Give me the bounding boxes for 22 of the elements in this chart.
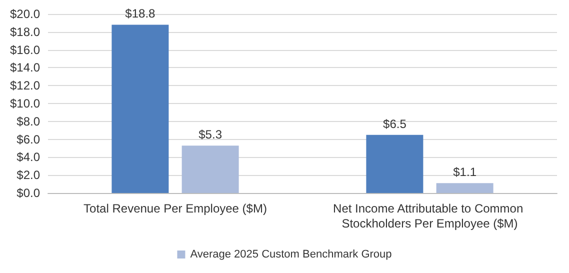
y-tick-label: $10.0	[10, 96, 40, 110]
y-tick-label: $12.0	[10, 78, 40, 93]
y-tick-label: $2.0	[16, 168, 40, 182]
data-label: $1.1	[453, 165, 477, 180]
y-tick-label: $8.0	[16, 114, 40, 128]
y-tick-label: $20.0	[10, 7, 40, 21]
y-tick-label: $4.0	[16, 150, 40, 164]
bar	[366, 134, 424, 193]
data-label: $5.3	[198, 128, 222, 142]
y-tick-label: $6.0	[16, 132, 40, 146]
x-tick-label: Total Revenue Per Employee ($M)	[84, 202, 267, 216]
y-tick-label: $16.0	[10, 42, 40, 57]
y-tick-label: $14.0	[10, 60, 40, 75]
bar	[436, 183, 494, 193]
bar	[112, 24, 169, 193]
data-label: $6.5	[383, 116, 407, 131]
legend-label: Average 2025 Custom Benchmark Group	[190, 248, 392, 260]
y-tick-label: $0.0	[16, 186, 40, 200]
data-label: $18.8	[125, 6, 156, 21]
bar	[182, 146, 239, 193]
y-tick-label: $18.0	[10, 24, 40, 39]
x-tick-label: Net Income Attributable to Common Stockholders Per Employee ($M)	[333, 202, 526, 230]
